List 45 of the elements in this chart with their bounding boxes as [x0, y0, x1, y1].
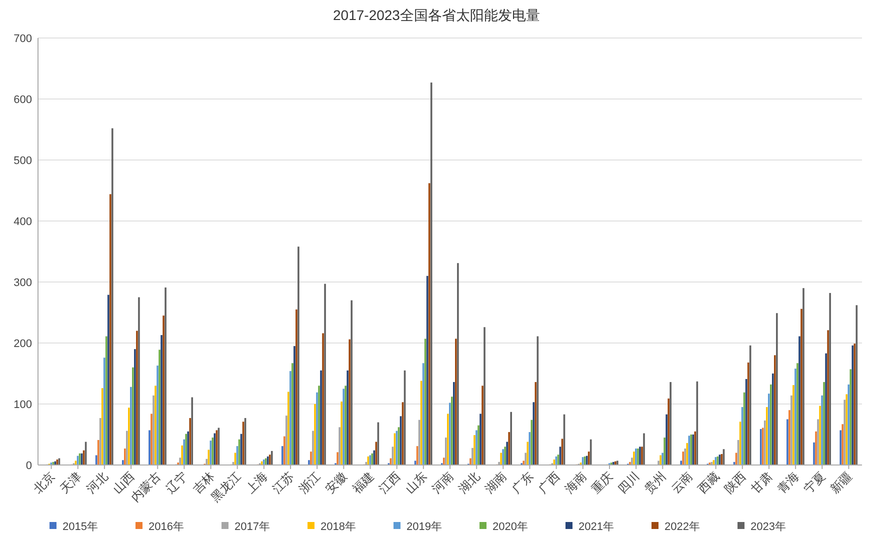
x-tick-label: 北京 — [30, 469, 58, 496]
x-tick-label: 上海 — [243, 469, 270, 496]
x-tick-label: 海南 — [562, 469, 590, 496]
x-tick-label: 陕西 — [722, 469, 749, 496]
legend-label: 2015年 — [62, 521, 98, 533]
x-tick-label: 青海 — [774, 469, 802, 496]
x-tick-label: 湖北 — [456, 469, 483, 496]
x-tick-label: 贵州 — [642, 469, 669, 496]
x-tick-label: 广东 — [508, 469, 536, 496]
x-tick-label: 云南 — [668, 469, 696, 496]
y-tick-label: 300 — [14, 277, 32, 289]
legend-label: 2019年 — [406, 521, 442, 533]
x-tick-label: 湖南 — [482, 469, 510, 496]
x-tick-label: 福建 — [350, 469, 376, 496]
y-tick-label: 100 — [14, 399, 32, 411]
x-tick-label: 西藏 — [695, 469, 722, 496]
legend-label: 2016年 — [148, 521, 184, 533]
x-tick-label: 四川 — [615, 469, 642, 496]
x-tick-label: 甘肃 — [748, 469, 776, 496]
x-tick-label: 河南 — [429, 469, 456, 496]
chart-title: 2017-2023全国各省太阳能发电量 — [333, 7, 540, 23]
x-tick-label: 安徽 — [322, 469, 350, 496]
x-tick-label: 辽宁 — [163, 469, 190, 496]
legend-label: 2022年 — [664, 521, 700, 533]
legend-label: 2023年 — [750, 521, 786, 533]
y-tick-label: 500 — [14, 155, 32, 167]
x-tick-label: 江苏 — [270, 469, 297, 496]
x-tick-label: 新疆 — [828, 469, 855, 496]
legend-label: 2017年 — [234, 521, 270, 533]
y-tick-label: 200 — [14, 338, 32, 350]
y-tick-label: 0 — [26, 460, 32, 472]
legend-label: 2020年 — [492, 521, 528, 533]
y-tick-label: 600 — [14, 94, 32, 106]
x-tick-label: 河北 — [84, 469, 111, 496]
x-tick-label: 宁夏 — [801, 469, 828, 496]
legend-label: 2018年 — [320, 521, 356, 533]
x-tick-label: 天津 — [57, 469, 84, 496]
y-tick-label: 700 — [14, 33, 32, 45]
legend-label: 2021年 — [578, 521, 614, 533]
x-tick-label: 山东 — [402, 469, 430, 496]
y-tick-label: 400 — [14, 216, 32, 228]
x-tick-label: 浙江 — [296, 469, 324, 496]
x-tick-label: 重庆 — [588, 469, 616, 496]
x-tick-label: 江西 — [376, 469, 403, 496]
x-tick-label: 广西 — [536, 469, 562, 496]
